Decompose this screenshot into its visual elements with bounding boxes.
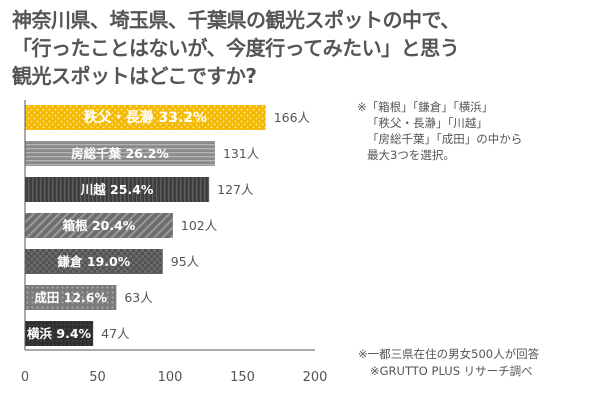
bar-value-label: 47人 — [101, 326, 130, 341]
x-tick-label: 50 — [89, 370, 106, 385]
bar-1 — [25, 105, 266, 130]
bar-category-label: 房総千葉 26.2% — [71, 146, 169, 161]
x-tick-label: 200 — [303, 370, 328, 385]
source-line: ※一都三県在住の男女500人が回答 — [358, 347, 540, 361]
title-line: 観光スポットはどこですか? — [12, 64, 257, 88]
bar-value-label: 127人 — [217, 182, 254, 197]
bar-value-label: 63人 — [124, 290, 153, 305]
bar-value-label: 131人 — [223, 146, 260, 161]
chart-title: 神奈川県、埼玉県、千葉県の観光スポットの中で、 「行ったことはないが、今度行って… — [12, 6, 592, 90]
bar-value-label: 95人 — [171, 254, 200, 269]
bar-4 — [25, 213, 173, 238]
bar-category-label: 川越 25.4% — [80, 182, 154, 197]
bar-category-label: 箱根 20.4% — [63, 218, 136, 233]
x-tick-label: 150 — [230, 370, 255, 385]
bar-category-label: 横浜 9.4% — [27, 326, 91, 341]
x-ticks-group: 0 50 100 150 200 — [21, 370, 328, 385]
x-tick-label: 0 — [21, 370, 29, 385]
bar-category-label: 鎌倉 19.0% — [57, 254, 131, 269]
note-line: 「房総千葉」「成田」の中から — [367, 132, 523, 146]
bar-value-label: 166人 — [274, 110, 311, 125]
bar-7 — [25, 321, 94, 346]
selection-note: ※「箱根」「鎌倉」「横浜」 「秩父・長瀞」「川越」 「房総千葉」「成田」の中から… — [357, 99, 522, 163]
bar-3 — [25, 177, 210, 202]
title-line: 神奈川県、埼玉県、千葉県の観光スポットの中で、 — [12, 8, 460, 32]
bar-category-label: 秩父・長瀞 33.2% — [84, 109, 207, 126]
source-line: ※GRUTTO PLUS リサーチ調べ — [370, 364, 533, 378]
note-line: 「秩父・長瀞」「川越」 — [367, 116, 488, 130]
note-line: ※「箱根」「鎌倉」「横浜」 — [357, 100, 494, 114]
bar-category-label: 成田 12.6% — [34, 290, 107, 305]
bar-value-label: 102人 — [181, 218, 218, 233]
bar-6 — [25, 285, 117, 310]
x-tick-label: 100 — [158, 370, 183, 385]
bar-2 — [25, 141, 215, 166]
bar-5 — [25, 249, 163, 274]
note-line: 最大3つを選択。 — [367, 148, 455, 162]
source-note: ※一都三県在住の男女500人が回答 ※GRUTTO PLUS リサーチ調べ — [358, 346, 539, 380]
title-line: 「行ったことはないが、今度行ってみたい」と思う — [12, 36, 460, 60]
